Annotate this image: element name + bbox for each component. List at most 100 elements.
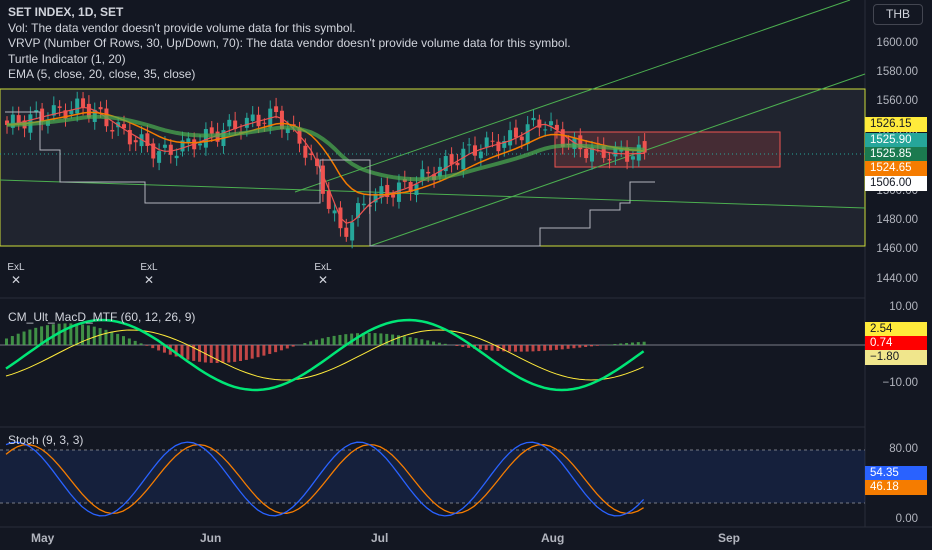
symbol-title[interactable]: SET INDEX, 1D, SET — [8, 5, 124, 19]
candle-body — [420, 169, 425, 180]
candle-body — [110, 129, 115, 132]
candle-body — [584, 148, 589, 159]
exit-long-marker[interactable]: ExL ✕ — [140, 262, 158, 287]
turtle-indicator-label[interactable]: Turtle Indicator (1, 20) — [8, 51, 126, 66]
candle-body — [168, 144, 173, 155]
volume-indicator-label[interactable]: Vol: The data vendor doesn't provide vol… — [8, 20, 356, 35]
macd-tick-label: 10.00 — [889, 301, 918, 313]
macd-histogram-bar — [531, 345, 535, 352]
ema-indicator-label[interactable]: EMA (5, close, 20, close, 35, close) — [8, 67, 196, 81]
candle-body — [578, 135, 583, 150]
time-tick-label: Jun — [200, 531, 222, 545]
stoch-k-line — [5, 441, 645, 517]
macd-value-badge: −1.80 — [865, 350, 927, 365]
macd-pane-title[interactable]: CM_Ult_MacD_MTF (60, 12, 26, 9) — [8, 310, 196, 324]
candle-body — [40, 108, 45, 122]
macd-histogram-bar — [239, 345, 242, 361]
candle-body — [560, 129, 565, 147]
candle-body — [326, 190, 331, 209]
macd-histogram-bar — [5, 338, 8, 345]
stoch-tick-label: 0.00 — [895, 513, 918, 525]
stoch-band — [0, 450, 865, 503]
macd-histogram-bar — [572, 345, 576, 349]
macd-histogram-bar — [291, 345, 295, 347]
macd-histogram-bar — [28, 329, 32, 345]
macd-histogram-bar — [578, 345, 582, 348]
macd-histogram-bar — [350, 333, 354, 345]
macd-histogram-bar — [122, 336, 125, 345]
macd-histogram-bar — [16, 333, 20, 345]
exit-long-marker[interactable]: ExL ✕ — [314, 262, 332, 287]
macd-histogram-bar — [174, 345, 178, 357]
candle-body — [396, 182, 401, 202]
macd-histogram-bar — [34, 327, 38, 345]
macd-histogram-bar — [40, 326, 44, 345]
candle-body — [554, 124, 559, 130]
candle-body — [356, 203, 360, 218]
candle-body — [162, 144, 167, 148]
macd-line — [5, 318, 645, 392]
macd-histogram-bar — [590, 345, 593, 347]
candle-body — [10, 114, 15, 128]
supply-zone-box — [554, 131, 781, 168]
macd-histogram-bar — [426, 340, 430, 345]
macd-histogram-bar — [303, 343, 307, 345]
macd-histogram-bar — [51, 324, 55, 345]
macd-histogram-bar — [630, 342, 634, 345]
candle-body — [513, 127, 518, 138]
candle-body — [426, 171, 431, 174]
macd-histogram-bar — [490, 345, 494, 351]
macd-histogram-bar — [443, 343, 447, 345]
macd-histogram-bar — [332, 335, 336, 345]
macd-histogram-bar — [513, 345, 517, 352]
candle-body — [636, 144, 641, 161]
macd-histogram-bar — [549, 345, 553, 351]
macd-histogram-bar — [256, 345, 260, 358]
trend-channel-lower — [369, 73, 866, 247]
macd-histogram-bar — [373, 333, 377, 345]
ema-35-line — [6, 114, 645, 182]
candle-body — [122, 124, 126, 129]
macd-histogram-bar — [145, 345, 149, 346]
candle-body — [332, 210, 337, 214]
candle-body — [227, 119, 232, 127]
macd-histogram-bar — [139, 343, 143, 345]
macd-histogram-bar — [560, 345, 564, 350]
candle-body — [157, 151, 162, 163]
candle-body — [613, 147, 618, 157]
candle-body — [607, 159, 612, 161]
macd-histogram-bar — [385, 333, 389, 345]
macd-histogram-bar — [408, 337, 412, 345]
macd-histogram-bar — [221, 345, 225, 363]
macd-histogram-bar — [420, 339, 424, 345]
currency-button[interactable]: THB — [873, 4, 923, 25]
macd-histogram-bar — [356, 333, 359, 345]
candle-body — [303, 145, 308, 158]
stoch-pane-title[interactable]: Stoch (9, 3, 3) — [8, 433, 84, 447]
macd-histogram-bar — [98, 328, 102, 345]
macd-histogram-bar — [57, 323, 61, 345]
macd-histogram-bar — [285, 345, 289, 349]
macd-histogram-bar — [478, 345, 482, 350]
candle-body — [455, 162, 460, 166]
vrvp-indicator-label[interactable]: VRVP (Number Of Rows, 30, Up/Down, 70): … — [8, 36, 571, 50]
candle-body — [630, 156, 635, 160]
macd-histogram-bar — [519, 345, 523, 352]
candle-body — [373, 193, 378, 203]
macd-histogram-bar — [309, 341, 313, 345]
candle-body — [508, 130, 513, 146]
candle-body — [209, 127, 214, 134]
macd-histogram-bar — [326, 337, 330, 345]
candle-body — [473, 145, 477, 156]
macd-histogram-bar — [619, 343, 623, 345]
candle-body — [625, 147, 630, 162]
macd-histogram-bar — [402, 336, 406, 345]
candle-body — [543, 129, 548, 131]
macd-histogram-bar — [104, 329, 108, 345]
candle-body — [69, 110, 74, 115]
macd-histogram-bar — [461, 345, 465, 347]
macd-histogram-bar — [467, 345, 471, 348]
exit-long-marker[interactable]: ExL ✕ — [7, 262, 25, 287]
macd-histogram-bar — [437, 342, 441, 345]
